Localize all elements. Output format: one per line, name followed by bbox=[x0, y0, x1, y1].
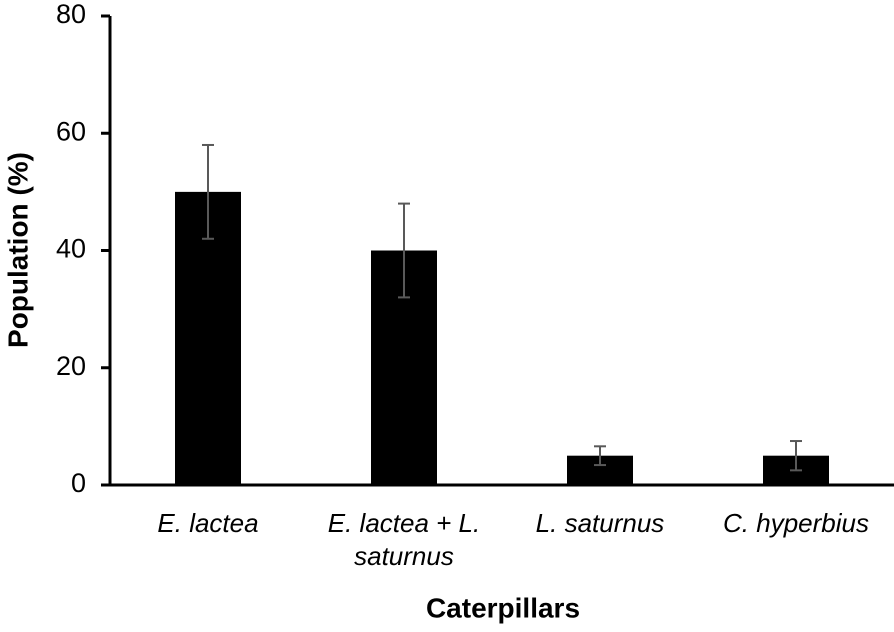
x-tick-label: E. lactea bbox=[157, 508, 259, 538]
y-tick-label: 80 bbox=[56, 0, 86, 29]
x-tick-label: C. hyperbius bbox=[723, 508, 869, 538]
error-bar bbox=[202, 143, 214, 240]
error-bar bbox=[790, 440, 802, 472]
y-axis-label: Population (%) bbox=[2, 152, 33, 348]
y-tick-label: 20 bbox=[56, 351, 86, 381]
y-tick-label: 40 bbox=[56, 234, 86, 264]
y-tick-label: 0 bbox=[71, 468, 86, 498]
error-bar bbox=[594, 445, 606, 467]
x-axis-label: Caterpillars bbox=[426, 592, 580, 623]
x-tick-label: E. lactea + L. saturnus bbox=[327, 508, 481, 571]
x-tick-label: L. saturnus bbox=[535, 508, 665, 538]
bar bbox=[175, 191, 241, 485]
y-tick-label: 60 bbox=[56, 116, 86, 146]
error-bar bbox=[398, 202, 410, 299]
